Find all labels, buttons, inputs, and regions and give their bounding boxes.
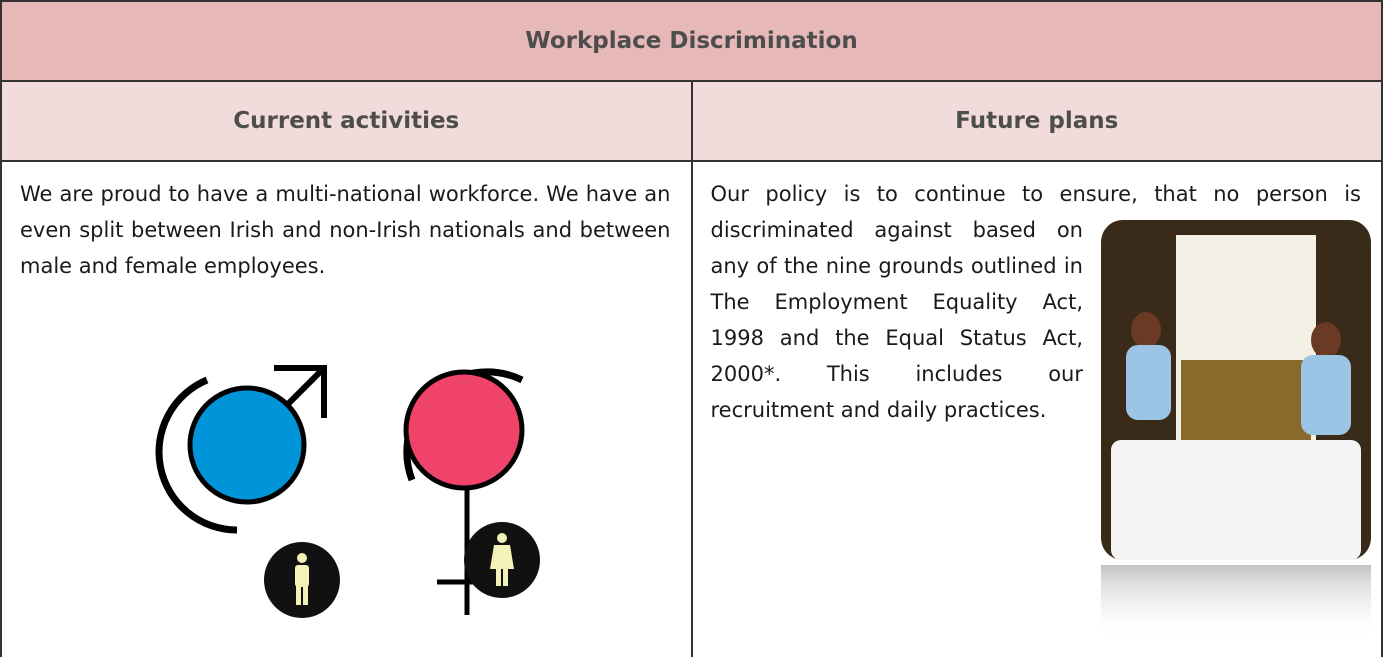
cell-text: We are proud to have a multi-national wo… <box>2 162 691 284</box>
cell: Our policy is to continue to ensure, tha… <box>692 161 1383 657</box>
table-title: Workplace Discrimination <box>1 1 1382 81</box>
cell-text-wrap: Our policy is to continue to ensure, tha… <box>693 162 1382 428</box>
table: Workplace Discrimination Current activit… <box>0 0 1383 657</box>
cell: We are proud to have a multi-national wo… <box>1 161 692 657</box>
photo <box>1101 220 1371 640</box>
column-header: Current activities <box>1 81 692 161</box>
page: Workplace Discrimination Current activit… <box>0 0 1383 657</box>
gender-icons <box>2 302 692 632</box>
column-header: Future plans <box>692 81 1383 161</box>
